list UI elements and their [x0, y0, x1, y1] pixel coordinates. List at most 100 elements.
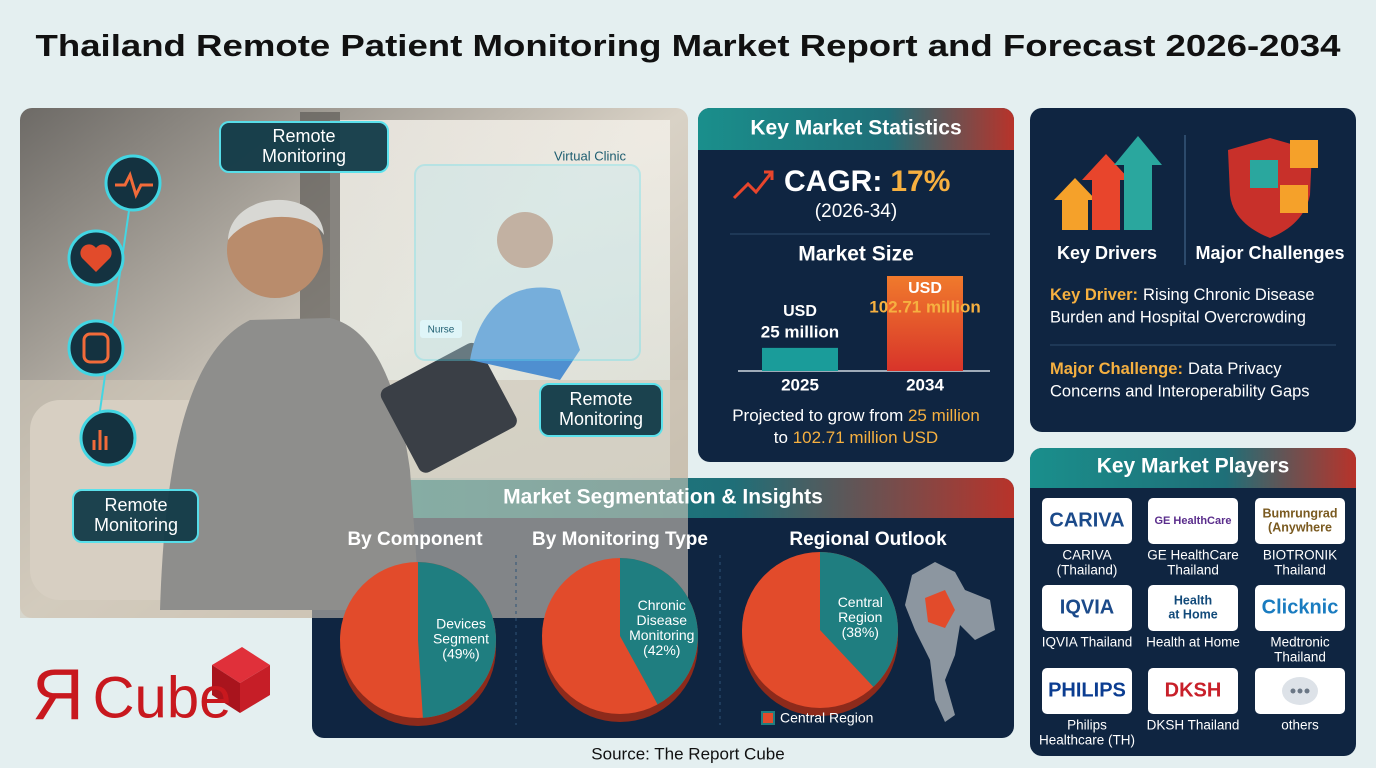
pie-title: By Monitoring Type: [532, 529, 708, 550]
cagr-line: CAGR: 17%: [784, 165, 950, 198]
player-name: DKSH Thailand: [1147, 718, 1240, 733]
cagr-label: CAGR:: [784, 165, 882, 198]
logo-mark: Я: [32, 655, 84, 735]
player-logo: DKSH: [1165, 679, 1222, 701]
player-logo-box: [1148, 668, 1238, 714]
screen-title: Virtual Clinic: [554, 148, 627, 163]
pie-value-label: (38%): [842, 624, 879, 640]
pie-label: Segment: [433, 631, 489, 647]
pie-slice: [820, 552, 898, 687]
player-name: GE HealthCare: [1147, 548, 1239, 563]
segmentation-heading: Market Segmentation & Insights: [503, 486, 823, 509]
player-name: Thailand: [1274, 650, 1326, 665]
projection-part: 102.71 million USD: [793, 428, 939, 447]
source-text: Source: The Report Cube: [591, 744, 784, 763]
player-name: Medtronic: [1270, 635, 1330, 650]
market-size-bar: [762, 347, 838, 371]
player-logo-box: [1148, 585, 1238, 631]
bar-value-label: 102.71 million: [869, 297, 981, 316]
player-name: CARIVA: [1062, 548, 1111, 563]
segmentation-decor: [515, 233, 995, 725]
drivers-heading: Key Drivers: [1057, 243, 1157, 263]
player-name: others: [1281, 718, 1319, 733]
bar-category: 2025: [781, 375, 819, 394]
pie-value-label: (42%): [643, 642, 680, 658]
callout-text: Remote: [272, 126, 335, 146]
player-name: BIOTRONIK: [1263, 548, 1337, 563]
logo-word: Cube: [93, 665, 232, 730]
others-dot: [1297, 688, 1303, 694]
player-logo-box: [1255, 498, 1345, 544]
pie-title: By Component: [347, 529, 483, 550]
player-name: Healthcare (TH): [1039, 733, 1135, 748]
pie-label: Chronic: [638, 597, 686, 613]
driver-icons: [1050, 135, 1336, 346]
pie-value-label: (49%): [442, 646, 479, 662]
player-logo: (Anywhere: [1268, 520, 1332, 534]
pie-slice: [418, 562, 496, 718]
player-name: Philips: [1067, 718, 1107, 733]
player-logo: PHILIPS: [1048, 679, 1126, 701]
statistics-panel: [698, 108, 1014, 462]
others-dot: [1290, 688, 1296, 694]
pie-label: Disease: [636, 612, 687, 628]
driver-text: Data Privacy: [1188, 360, 1282, 378]
driver-line: Major Challenge: Data Privacy: [1050, 360, 1282, 378]
player-logo-box: [1042, 498, 1132, 544]
players-header: [1030, 448, 1356, 488]
player-name: (Thailand): [1057, 563, 1118, 578]
callout-text: Monitoring: [94, 515, 178, 535]
player-logo: at Home: [1168, 607, 1217, 621]
bar-value-label: 25 million: [761, 322, 839, 341]
players-heading: Key Market Players: [1097, 455, 1290, 478]
player-logo: GE HealthCare: [1154, 515, 1231, 527]
player-name: Thailand: [1274, 563, 1326, 578]
legend-swatch: [761, 711, 775, 725]
projection-part: to: [774, 428, 793, 447]
challenges-heading: Major Challenges: [1195, 243, 1344, 263]
player-logo: Bumrungrad: [1263, 506, 1338, 520]
projection-part: Projected to grow from: [732, 406, 908, 425]
pie-title: Regional Outlook: [789, 529, 947, 550]
driver-line: Key Driver: Rising Chronic Disease: [1050, 286, 1315, 304]
player-logo-box: [1042, 585, 1132, 631]
screen-tag-box: [420, 320, 462, 338]
callout-text: Remote: [104, 495, 167, 515]
others-dot: [1304, 688, 1310, 694]
player-logo-box: [1148, 498, 1238, 544]
player-logo: IQVIA: [1060, 596, 1114, 618]
player-logo-box: [1042, 668, 1132, 714]
player-logo: CARIVA: [1049, 509, 1124, 531]
pie-slice: [620, 558, 698, 705]
cagr-period: (2026-34): [815, 201, 897, 222]
legend-text: Central Region: [780, 710, 873, 726]
pie-label: Central: [838, 594, 883, 610]
driver-label: Key Driver:: [1050, 286, 1138, 304]
driver-text: Concerns and Interoperability Gaps: [1050, 382, 1310, 400]
growth-icon: [732, 170, 774, 200]
callout-text: Monitoring: [559, 409, 643, 429]
driver-label: Major Challenge:: [1050, 360, 1183, 378]
cagr-value: 17%: [890, 165, 950, 198]
page-title: Thailand Remote Patient Monitoring Marke…: [36, 28, 1342, 63]
bar-unit: USD: [783, 303, 817, 320]
screen-tag: Nurse: [428, 325, 455, 336]
callout-boxes: [72, 121, 663, 543]
player-logo-box: [1255, 585, 1345, 631]
driver-text: Rising Chronic Disease: [1143, 286, 1315, 304]
bar-category: 2034: [906, 375, 944, 394]
projection-line: Projected to grow from 25 million: [732, 406, 980, 425]
driver-text: Burden and Hospital Overcrowding: [1050, 308, 1306, 326]
market-size-bar: [887, 276, 963, 371]
pie-label: Monitoring: [629, 627, 694, 643]
bar-unit: USD: [908, 280, 942, 297]
pie-label: Devices: [436, 616, 486, 632]
logo-cube: [212, 647, 270, 713]
projection-part: 25 million: [908, 406, 980, 425]
player-logo: Clicknic: [1262, 596, 1339, 618]
pie-label: Region: [838, 609, 882, 625]
player-name: Thailand: [1167, 563, 1219, 578]
callout-text: Monitoring: [262, 146, 346, 166]
